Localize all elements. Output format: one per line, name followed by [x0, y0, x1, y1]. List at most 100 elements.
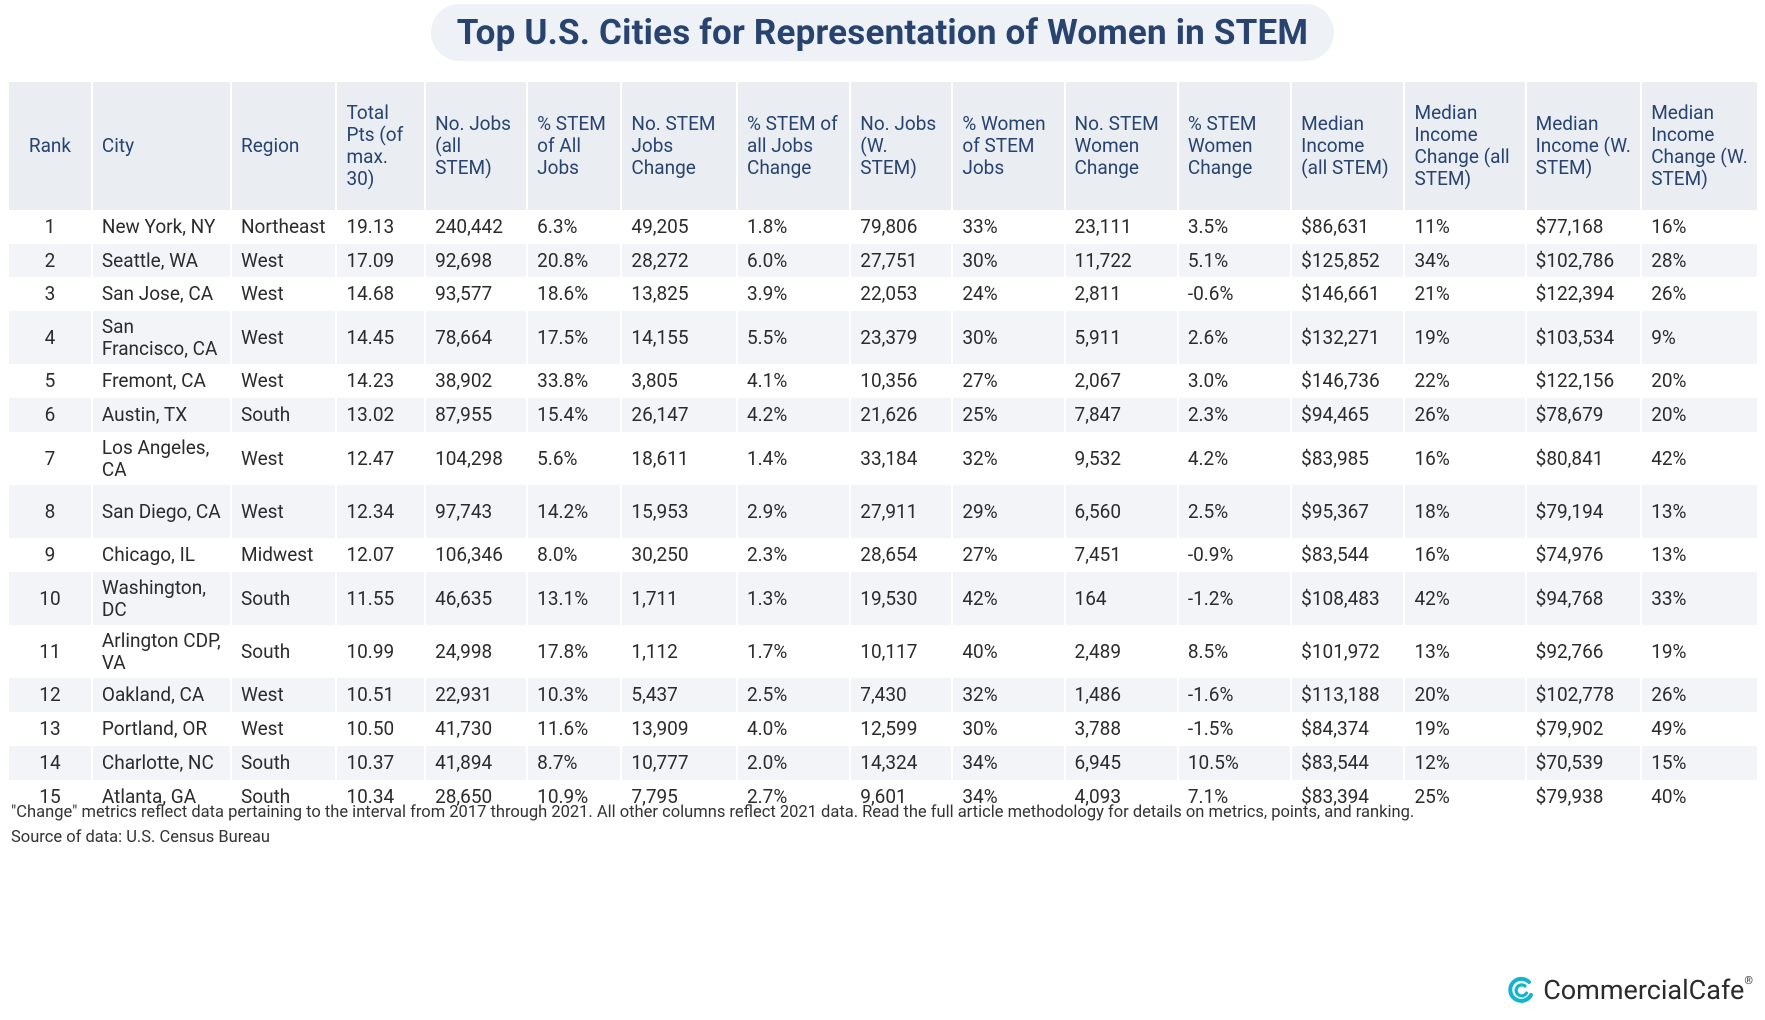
table-cell: 106,346 — [424, 538, 526, 572]
table-cell: $79,194 — [1524, 485, 1641, 538]
column-header: Rank — [9, 82, 91, 210]
table-cell: 25% — [951, 398, 1064, 432]
table-cell: $95,367 — [1290, 485, 1404, 538]
table-cell: 104,298 — [424, 432, 526, 485]
table-cell: 10.9% — [526, 780, 620, 814]
table-cell: West — [230, 485, 336, 538]
table-cell: 7,430 — [849, 678, 952, 712]
table-cell: 12.07 — [335, 538, 424, 572]
logo-text: CommercialCafe® — [1543, 974, 1753, 1006]
table-cell: 14,155 — [620, 311, 736, 364]
table-cell: 42% — [951, 572, 1064, 625]
footnote: "Change" metrics reflect data pertaining… — [11, 803, 1415, 822]
table-cell: 40% — [1640, 780, 1757, 814]
table-cell: -1.2% — [1176, 572, 1291, 625]
table-cell: 28% — [1640, 244, 1757, 277]
table-cell: 15.4% — [526, 398, 621, 432]
table-cell: $101,972 — [1290, 625, 1403, 678]
table-cell: $79,938 — [1524, 780, 1641, 814]
table-cell: 26% — [1640, 678, 1757, 712]
table-cell: 3.5% — [1176, 210, 1290, 244]
table-cell: 26% — [1403, 398, 1525, 432]
table-cell: 4,093 — [1063, 780, 1177, 814]
logo-wordmark: CommercialCafe — [1543, 974, 1745, 1006]
table-cell: 40% — [951, 625, 1063, 678]
table-cell: $86,631 — [1290, 210, 1403, 244]
table-cell: South — [230, 746, 336, 780]
source-note: Source of data: U.S. Census Bureau — [11, 828, 270, 847]
table-cell: 14.2% — [526, 485, 621, 538]
table-cell: San Jose, CA — [90, 277, 230, 311]
table-cell: 1,486 — [1063, 678, 1177, 712]
table-cell: $80,841 — [1524, 432, 1641, 485]
table-cell: 6.3% — [526, 210, 620, 244]
table-cell: 2.5% — [1176, 485, 1291, 538]
table-cell: 3 — [44, 282, 56, 305]
column-header: % Women of STEM Jobs — [951, 82, 1064, 210]
table-cell: 7,451 — [1063, 538, 1177, 572]
table-cell: 97,743 — [424, 485, 527, 538]
table-cell: 9,601 — [849, 780, 951, 814]
table-cell: 4.2% — [735, 398, 850, 432]
table-cell: 5.1% — [1176, 244, 1291, 277]
table-cell: 1 — [44, 215, 56, 238]
table-cell: $113,188 — [1290, 678, 1404, 712]
table-cell: 6,945 — [1063, 746, 1177, 780]
table-cell: 19.13 — [335, 210, 424, 244]
table-cell: 12.34 — [335, 485, 425, 538]
table-cell: 30% — [951, 712, 1063, 746]
table-cell: $84,374 — [1290, 712, 1403, 746]
table-cell: Northeast — [230, 210, 335, 244]
table-cell: 20% — [1640, 398, 1757, 432]
table-cell: 10.3% — [526, 678, 621, 712]
column-header: Median Income (all STEM) — [1290, 82, 1404, 210]
table-cell: 16% — [1403, 432, 1524, 485]
table-cell: 24,998 — [424, 625, 526, 678]
table-cell: 13 — [39, 717, 61, 740]
table-cell: 17.09 — [335, 244, 425, 277]
table-cell: 7,847 — [1063, 398, 1177, 432]
column-header: Region — [230, 82, 336, 210]
stem-cities-table: Rank City Region Total Pts (of max. 30) No. … — [9, 82, 1757, 814]
table-row: 1 New York, NY Northeast 19.13 240,442 6.3% 49… — [9, 210, 1757, 244]
table-cell: 10,356 — [849, 364, 951, 398]
table-cell: 8 — [9, 485, 91, 538]
column-header: % STEM of all Jobs Change — [735, 82, 850, 210]
commercialcafe-logo: CommercialCafe® — [1507, 970, 1753, 1010]
table-cell: 1,112 — [620, 625, 736, 678]
column-header: % STEM Women Change — [1176, 82, 1291, 210]
table-cell: 1,711 — [620, 572, 736, 625]
table-cell: 32% — [951, 678, 1064, 712]
table-cell: 79,806 — [849, 210, 951, 244]
table-cell: 6,560 — [1063, 485, 1177, 538]
table-row: 6 Austin, TX South 13.02 87,955 15.4% 26,147 4.… — [9, 398, 1757, 432]
table-cell: 2.5% — [735, 678, 850, 712]
table-cell: 49% — [1640, 712, 1757, 746]
table-cell: 21% — [1403, 277, 1524, 311]
table-cell: $94,768 — [1524, 572, 1641, 625]
table-cell: West — [230, 244, 336, 277]
table-cell: 1.4% — [735, 432, 849, 485]
table-cell: West — [230, 432, 335, 485]
table-cell: 22,931 — [424, 678, 527, 712]
table-cell: 19% — [1403, 311, 1525, 364]
table-cell: 5,911 — [1063, 311, 1177, 364]
table-cell: 10.50 — [335, 712, 424, 746]
table-cell: 15 — [39, 785, 61, 808]
table-cell: 92,698 — [424, 244, 527, 277]
table-cell: 20.8% — [526, 244, 621, 277]
table-cell: 2,811 — [1063, 277, 1177, 311]
table-cell: -0.6% — [1176, 277, 1290, 311]
table-cell: 41,730 — [424, 712, 526, 746]
table-cell: 13,909 — [620, 712, 736, 746]
column-header: Median Income Change (all STEM) — [1403, 82, 1525, 210]
table-cell: 2 — [9, 244, 91, 277]
table-cell: $92,766 — [1524, 625, 1641, 678]
table-cell: 2.3% — [735, 538, 849, 572]
table-row: 12 Oakland, CA West 10.51 22,931 10.3% 5,437 2.… — [9, 678, 1757, 712]
table-cell: 2.6% — [1176, 311, 1291, 364]
table-cell: 2.0% — [735, 746, 850, 780]
table-cell: Charlotte, NC — [90, 746, 230, 780]
table-cell: 2,489 — [1063, 625, 1177, 678]
table-cell: West — [230, 277, 335, 311]
